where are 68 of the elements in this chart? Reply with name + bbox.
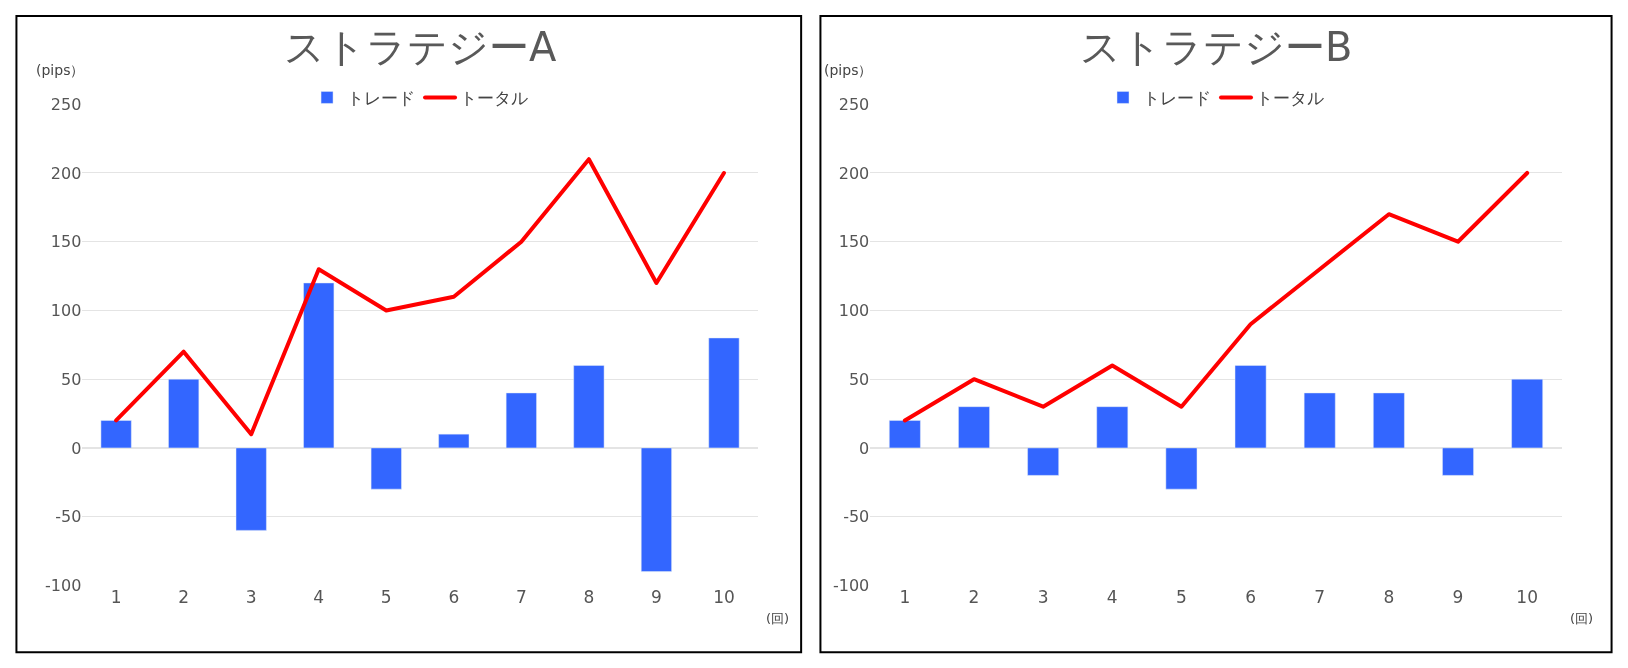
y-tick-label: 250 bbox=[50, 94, 82, 114]
x-tick-label: 9 bbox=[651, 587, 662, 608]
x-tick-label: 8 bbox=[583, 587, 595, 608]
bar bbox=[235, 447, 267, 531]
x-tick-label: 2 bbox=[968, 587, 980, 608]
chart-title: ストラテジーA bbox=[284, 24, 557, 70]
bar bbox=[1234, 365, 1267, 449]
y-tick-label: -50 bbox=[55, 507, 82, 527]
y-axis-title: (pips） bbox=[36, 62, 85, 78]
y-tick-label: -100 bbox=[45, 575, 82, 595]
bar bbox=[640, 447, 672, 572]
x-tick-label: 10 bbox=[1516, 587, 1538, 608]
x-tick-label: 3 bbox=[1037, 587, 1049, 608]
legend-label: トレード bbox=[1143, 88, 1211, 109]
legend-label: トレード bbox=[347, 88, 416, 109]
y-tick-label: 50 bbox=[61, 369, 82, 389]
line-series bbox=[114, 157, 726, 437]
y-tick-label: 100 bbox=[838, 301, 870, 321]
x-tick-label: 1 bbox=[899, 587, 911, 608]
x-tick-label: 8 bbox=[1383, 587, 1395, 608]
x-axis-title: (回) bbox=[766, 611, 790, 626]
y-tick-label: 100 bbox=[50, 301, 82, 321]
x-tick-label: 6 bbox=[448, 587, 460, 608]
bar bbox=[100, 420, 132, 449]
bar bbox=[1096, 406, 1129, 449]
bar bbox=[958, 406, 990, 449]
bar bbox=[1303, 392, 1336, 449]
x-tick-label: 4 bbox=[1106, 587, 1118, 608]
y-tick-label: -100 bbox=[832, 575, 870, 595]
legend-label: トータル bbox=[460, 88, 529, 109]
x-tick-label: 6 bbox=[1245, 587, 1256, 608]
y-tick-label: -50 bbox=[843, 507, 870, 527]
x-tick-label: 5 bbox=[1176, 587, 1187, 608]
x-tick-label: 5 bbox=[380, 587, 392, 608]
bar bbox=[1373, 392, 1405, 449]
y-tick-label: 150 bbox=[50, 232, 82, 252]
x-tick-label: 10 bbox=[713, 587, 735, 608]
y-axis-title: (pips） bbox=[824, 62, 873, 78]
bar bbox=[505, 392, 537, 449]
y-tick-label: 200 bbox=[838, 163, 870, 183]
y-tick-label: 50 bbox=[848, 369, 870, 389]
y-tick-label: 200 bbox=[50, 163, 82, 183]
y-tick-label: 150 bbox=[838, 232, 870, 252]
x-axis-title: (回) bbox=[1570, 611, 1594, 626]
bar bbox=[303, 282, 335, 449]
bar bbox=[1442, 447, 1474, 476]
bar bbox=[1511, 378, 1543, 449]
x-tick-label: 3 bbox=[245, 587, 257, 608]
x-tick-label: 2 bbox=[178, 587, 190, 608]
bar bbox=[370, 447, 402, 490]
legend-label: トータル bbox=[1256, 88, 1324, 109]
bar bbox=[168, 378, 200, 449]
x-tick-label: 1 bbox=[110, 587, 122, 608]
x-tick-label: 7 bbox=[515, 587, 527, 608]
bar bbox=[889, 420, 921, 449]
x-tick-label: 7 bbox=[1314, 587, 1326, 608]
bar bbox=[438, 433, 470, 449]
y-tick-label: 0 bbox=[859, 438, 870, 458]
bar bbox=[1165, 447, 1198, 490]
y-tick-label: 250 bbox=[838, 94, 870, 114]
x-tick-label: 9 bbox=[1452, 587, 1464, 608]
bar bbox=[708, 337, 740, 449]
bar bbox=[1027, 447, 1059, 476]
line-series bbox=[902, 170, 1530, 423]
y-tick-label: 0 bbox=[71, 438, 82, 458]
bar bbox=[573, 365, 605, 449]
x-tick-label: 4 bbox=[313, 587, 325, 608]
chart-title: ストラテジーB bbox=[1080, 24, 1353, 70]
